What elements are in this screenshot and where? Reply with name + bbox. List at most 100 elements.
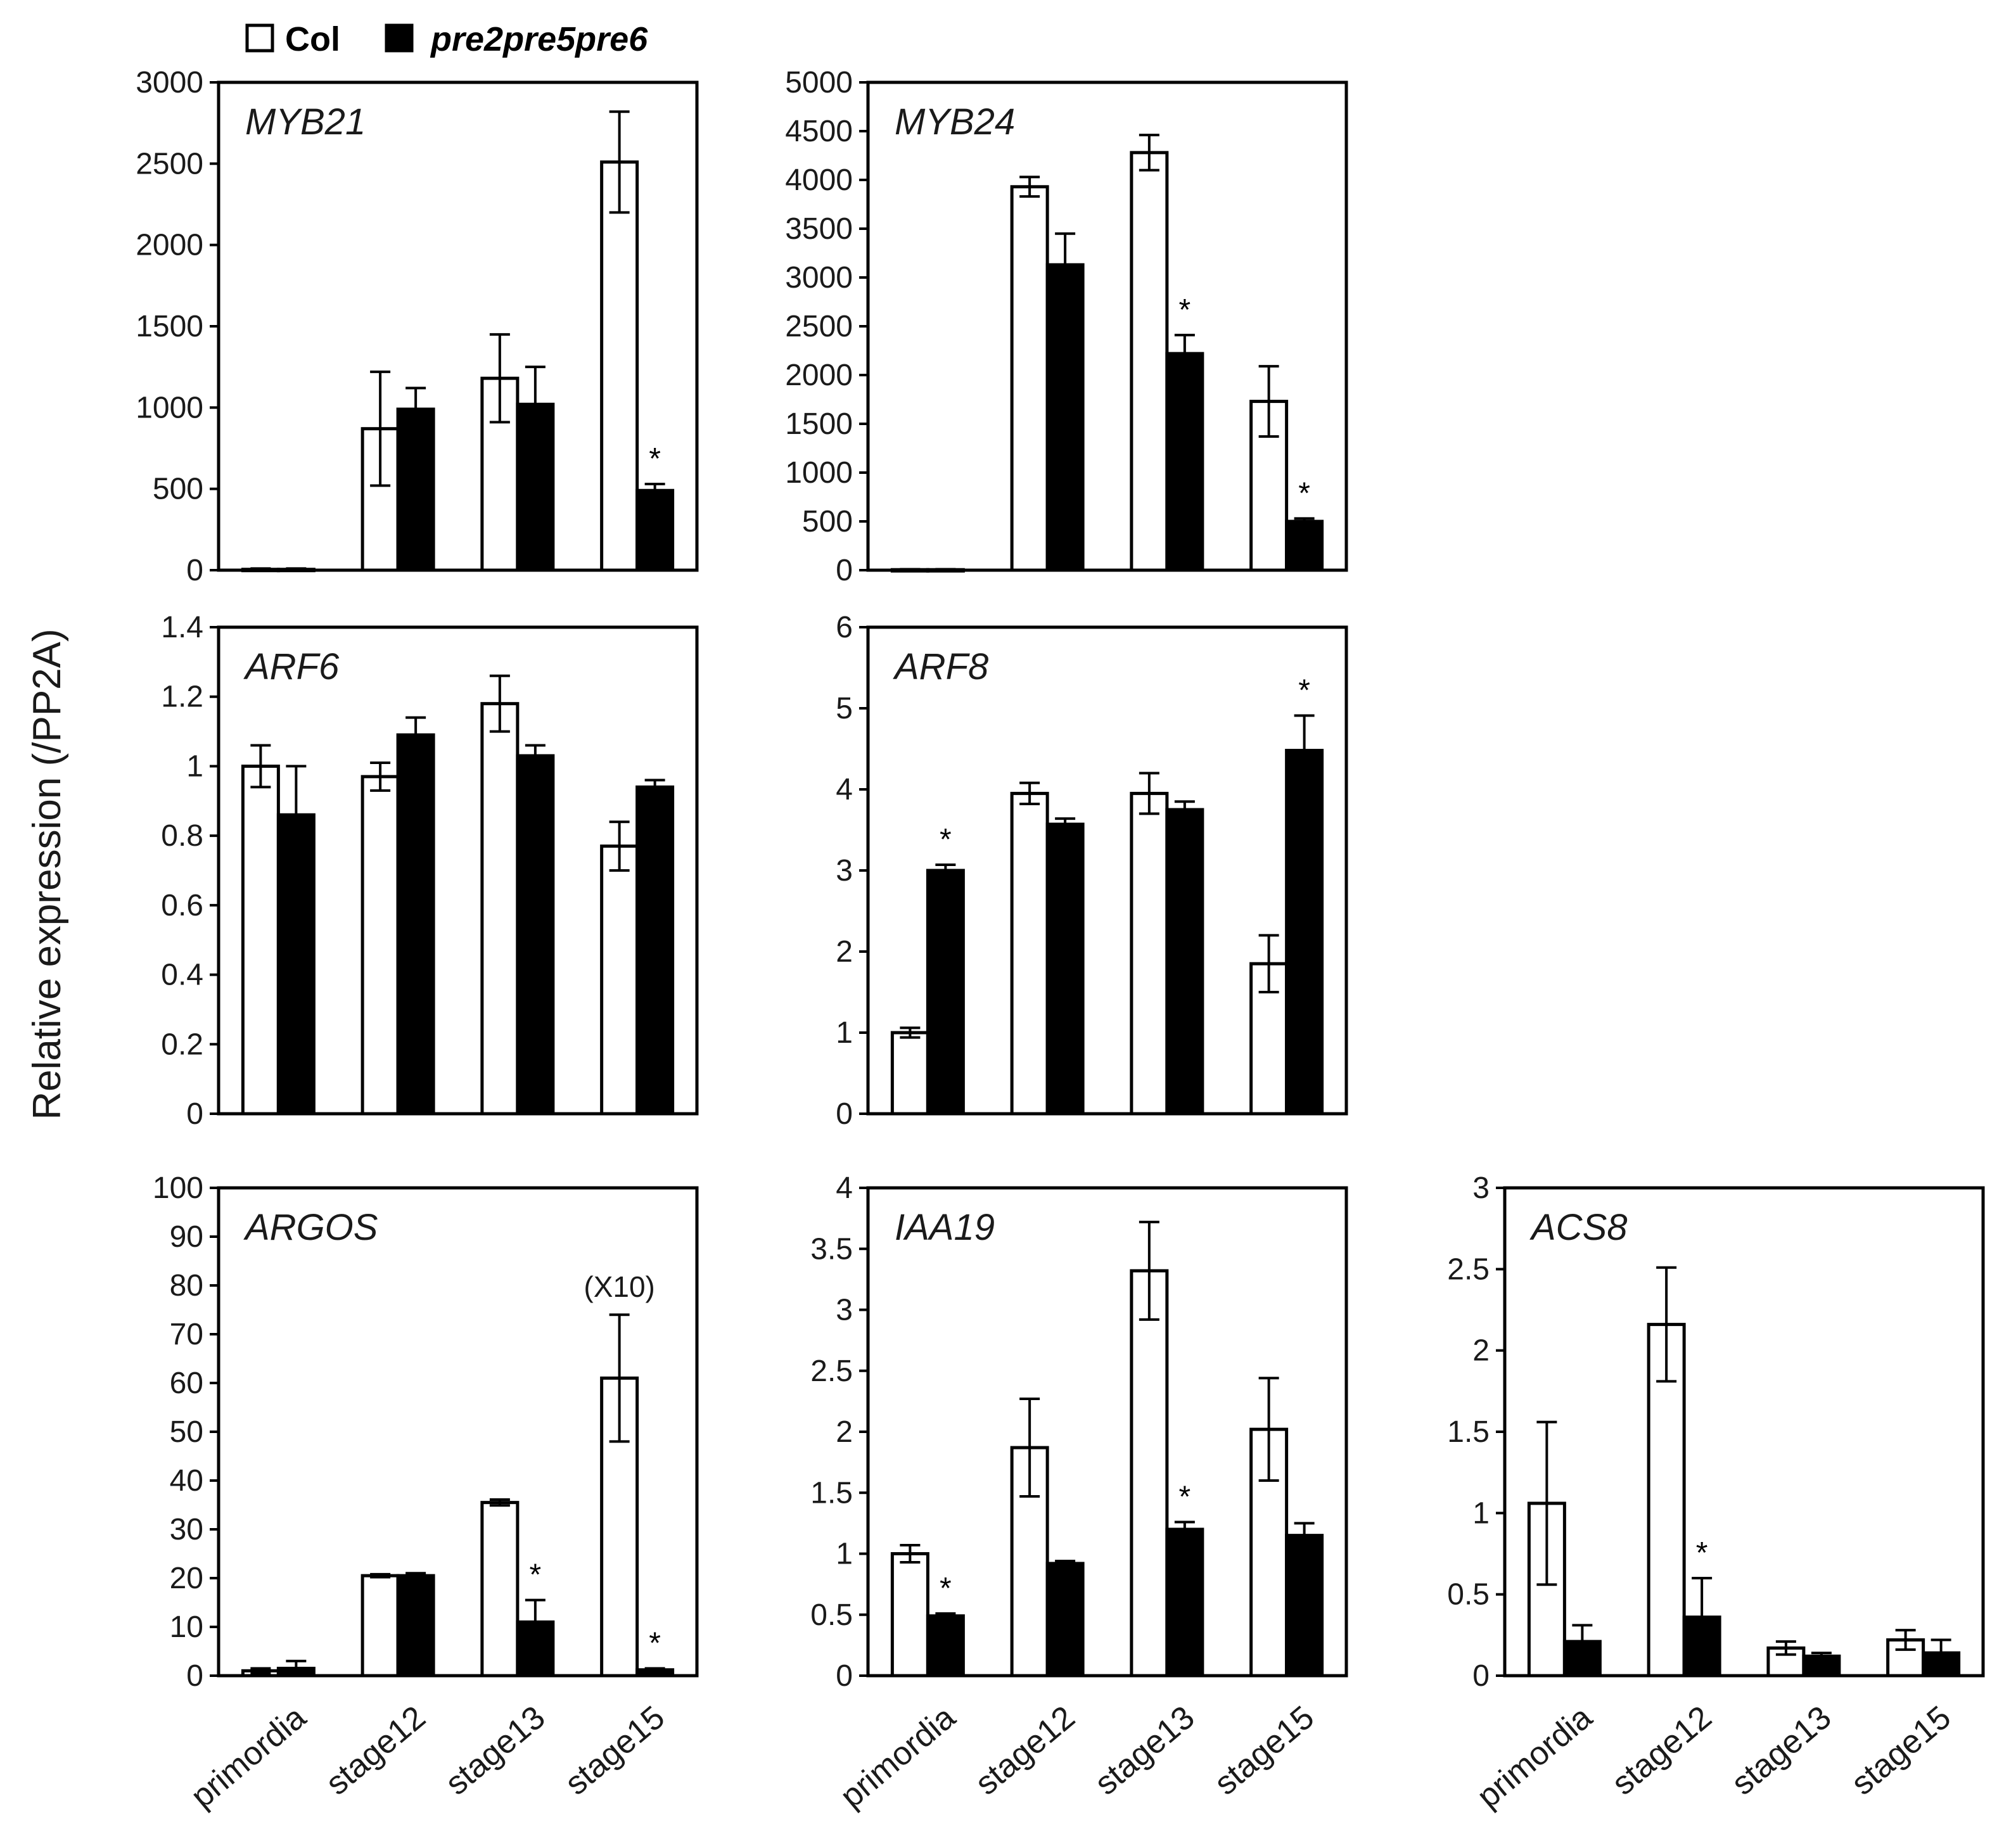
y-tick-label: 0.5 bbox=[1447, 1578, 1490, 1612]
significance-star: * bbox=[1179, 1480, 1191, 1513]
y-tick-label: 4 bbox=[836, 1171, 853, 1205]
legend-swatch-mutant bbox=[385, 23, 414, 53]
bar-col-stage13 bbox=[480, 702, 520, 1116]
x-tick-label: stage15 bbox=[1844, 1699, 1958, 1802]
legend-swatch-col bbox=[245, 23, 274, 53]
significance-star: * bbox=[1298, 674, 1310, 708]
x-tick-label: stage13 bbox=[1088, 1699, 1201, 1802]
y-tick-label: 1000 bbox=[785, 456, 853, 490]
legend-label-mutant: pre2pre5pre6 bbox=[430, 20, 648, 58]
y-tick-label: 50 bbox=[170, 1415, 203, 1449]
plot-frame bbox=[217, 80, 699, 572]
y-tick-label: 2 bbox=[836, 935, 853, 969]
significance-star: * bbox=[1696, 1536, 1708, 1570]
significance-star: * bbox=[1298, 476, 1310, 510]
y-tick-label: 2500 bbox=[785, 310, 853, 343]
bar-mutant-stage12 bbox=[396, 733, 435, 1116]
y-tick-label: 70 bbox=[170, 1318, 203, 1351]
bar-mutant-stage13 bbox=[1165, 808, 1204, 1116]
y-tick-label: 40 bbox=[170, 1464, 203, 1498]
chart-title: MYB21 bbox=[245, 101, 366, 143]
y-tick-label: 3 bbox=[1472, 1171, 1490, 1205]
legend: Col pre2pre5pre6 bbox=[245, 20, 648, 58]
chart-myb21: 0 500 1000 1500 2000 2500 3000 * MYB21 bbox=[136, 66, 699, 587]
bar-col-stage13 bbox=[1130, 1269, 1169, 1678]
y-tick-label: 2000 bbox=[785, 359, 853, 392]
y-tick-label: 0.6 bbox=[161, 889, 203, 922]
y-tick-label: 3000 bbox=[136, 66, 203, 99]
y-tick-label: 500 bbox=[802, 505, 853, 538]
plot-frame bbox=[217, 1186, 699, 1678]
chart-arf6: 0 0.2 0.4 0.6 0.8 1 1.2 1.4 ARF6 bbox=[161, 611, 699, 1131]
y-tick-label: 1500 bbox=[785, 407, 853, 441]
bar-col-stage12 bbox=[361, 1574, 400, 1678]
chart-argos: 0 10 20 30 40 50 60 70 80 90 100 * * (X10) ARGOS primor… bbox=[153, 1171, 699, 1816]
y-tick-label: 0 bbox=[836, 1097, 853, 1131]
bar-mutant-stage15 bbox=[635, 488, 675, 572]
plot-frame bbox=[1503, 1186, 1985, 1678]
y-tick-label: 3500 bbox=[785, 212, 853, 246]
x-tick-label: primordia bbox=[184, 1699, 313, 1816]
significance-star: * bbox=[649, 442, 661, 476]
bar-mutant-stage13 bbox=[1165, 352, 1204, 572]
bar-col-primordia bbox=[890, 1552, 929, 1678]
chart-title: ARGOS bbox=[243, 1207, 378, 1248]
y-tick-label: 20 bbox=[170, 1562, 203, 1595]
bar-col-stage15 bbox=[600, 160, 639, 572]
plot-frame bbox=[866, 625, 1348, 1116]
bar-col-stage13 bbox=[1130, 151, 1169, 572]
y-tick-label: 0.4 bbox=[161, 959, 203, 992]
chart-arf8: 0 1 2 3 4 5 6 * * ARF8 bbox=[836, 611, 1348, 1131]
y-tick-label: 3 bbox=[836, 1294, 853, 1327]
y-tick-label: 0 bbox=[1472, 1659, 1490, 1693]
y-tick-label: 3000 bbox=[785, 261, 853, 295]
x-tick-label: stage13 bbox=[438, 1699, 552, 1802]
y-tick-label: 1500 bbox=[136, 310, 203, 343]
y-tick-label: 2.5 bbox=[1447, 1252, 1490, 1286]
y-tick-label: 0 bbox=[186, 554, 203, 587]
y-tick-label: 2 bbox=[836, 1415, 853, 1449]
y-tick-label: 0.8 bbox=[161, 819, 203, 853]
x-tick-label: primordia bbox=[834, 1699, 962, 1816]
annotation: (X10) bbox=[584, 1270, 654, 1303]
y-tick-label: 0.2 bbox=[161, 1028, 203, 1061]
y-tick-label: 1.4 bbox=[161, 611, 203, 644]
plot-frame bbox=[866, 80, 1348, 572]
y-tick-label: 1 bbox=[186, 749, 203, 783]
x-tick-label: stage15 bbox=[558, 1699, 672, 1802]
y-tick-label: 80 bbox=[170, 1269, 203, 1303]
bar-col-stage13 bbox=[1130, 791, 1169, 1116]
y-tick-label: 5000 bbox=[785, 66, 853, 99]
y-tick-label: 4 bbox=[836, 773, 853, 806]
bar-col-primordia bbox=[241, 764, 280, 1116]
bar-mutant-primordia bbox=[926, 869, 965, 1116]
bar-mutant-stage13 bbox=[516, 754, 555, 1116]
y-tick-label: 30 bbox=[170, 1513, 203, 1546]
bar-mutant-stage15 bbox=[635, 785, 675, 1116]
significance-star: * bbox=[1179, 293, 1191, 327]
y-tick-label: 0 bbox=[186, 1097, 203, 1131]
y-tick-label: 10 bbox=[170, 1610, 203, 1644]
y-tick-label: 2.5 bbox=[810, 1354, 853, 1388]
x-tick-label: stage12 bbox=[969, 1699, 1082, 1802]
y-tick-label: 2000 bbox=[136, 229, 203, 262]
significance-star: * bbox=[940, 1572, 952, 1605]
bar-col-stage15 bbox=[600, 844, 639, 1116]
y-tick-label: 1 bbox=[1472, 1496, 1490, 1530]
y-axis-label: Relative expression (/PP2A) bbox=[25, 628, 69, 1119]
bar-mutant-stage15 bbox=[1285, 749, 1324, 1116]
chart-myb24: 0 500 1000 1500 2000 2500 3000 3500 4000 4500 5000… bbox=[785, 66, 1348, 587]
chart-title: ARF6 bbox=[243, 646, 340, 687]
bar-mutant-stage12 bbox=[1045, 822, 1085, 1116]
plot-frame bbox=[217, 625, 699, 1116]
legend-label-col: Col bbox=[285, 20, 340, 58]
chart-title: ARF8 bbox=[893, 646, 988, 687]
x-tick-label: stage15 bbox=[1208, 1699, 1321, 1802]
y-tick-label: 4000 bbox=[785, 163, 853, 197]
significance-star: * bbox=[649, 1626, 661, 1660]
y-tick-label: 90 bbox=[170, 1220, 203, 1254]
y-tick-label: 0.5 bbox=[810, 1598, 853, 1632]
bar-mutant-stage12 bbox=[396, 407, 435, 572]
y-tick-label: 2500 bbox=[136, 147, 203, 181]
